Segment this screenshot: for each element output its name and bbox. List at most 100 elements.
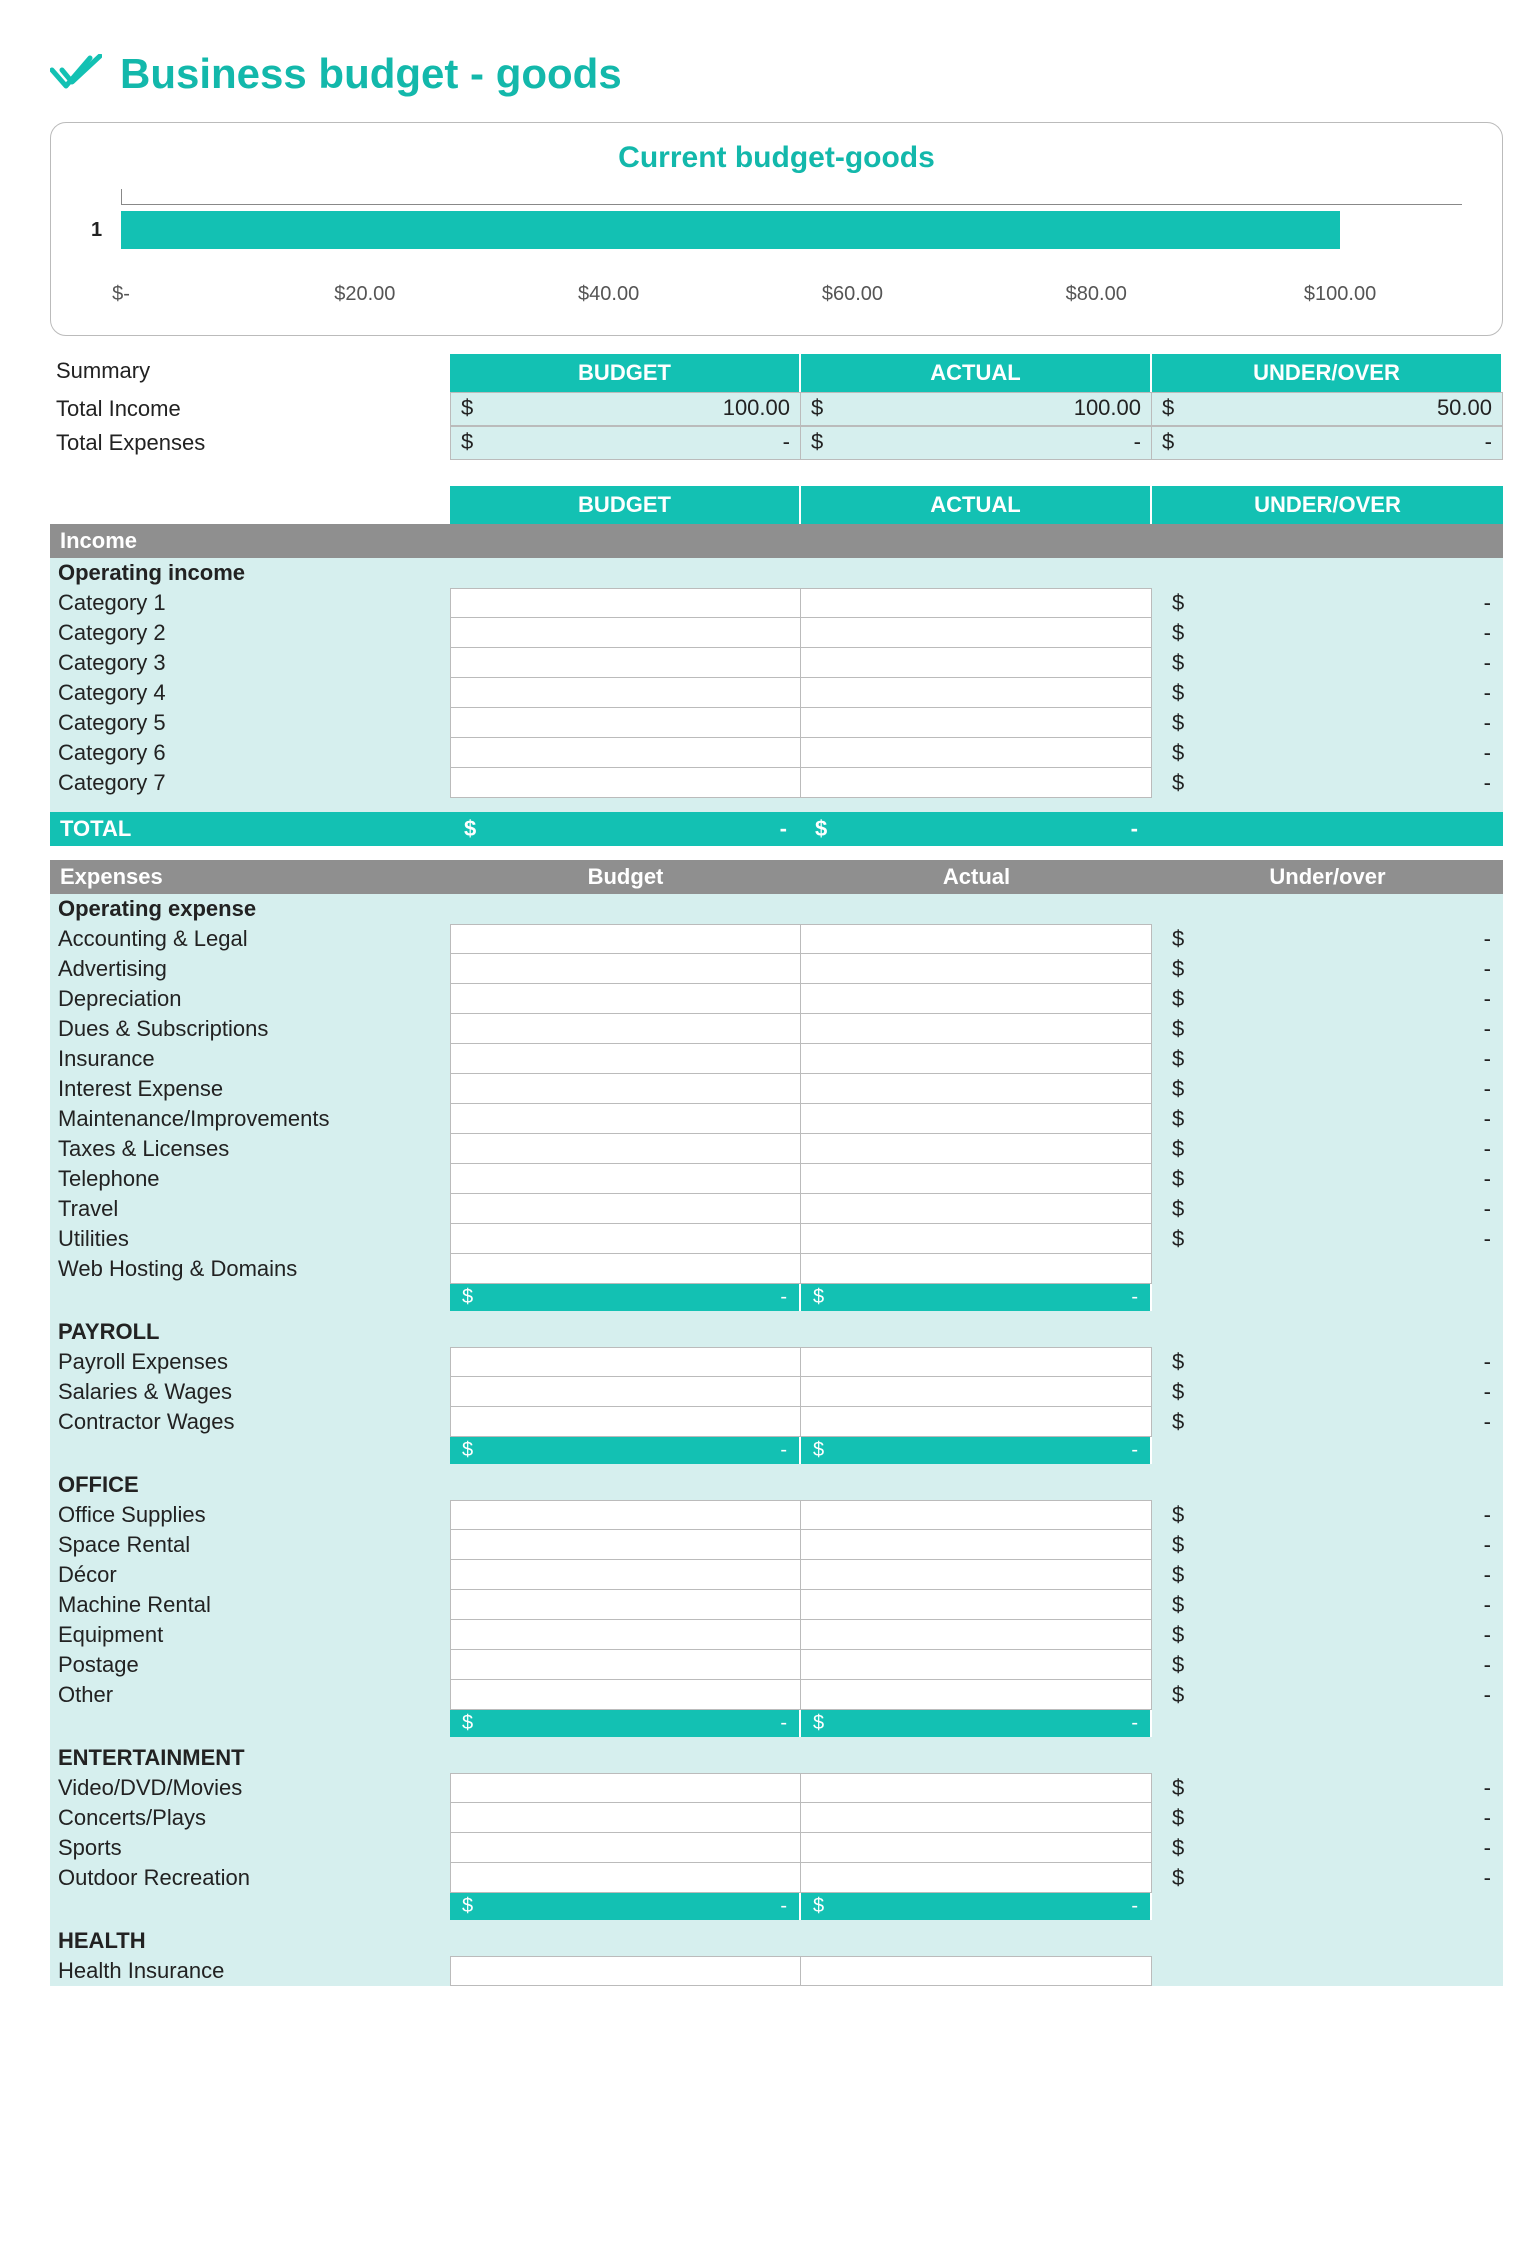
expense-actual-cell[interactable] [801, 1104, 1152, 1134]
expense-row-label: Postage [50, 1650, 450, 1680]
income-actual-cell[interactable] [801, 588, 1152, 618]
income-header-uo: UNDER/OVER [1152, 486, 1503, 524]
expense-budget-cell[interactable] [450, 1407, 801, 1437]
expense-actual-cell[interactable] [801, 1590, 1152, 1620]
expense-budget-cell[interactable] [450, 1773, 801, 1803]
expense-budget-cell[interactable] [450, 1650, 801, 1680]
income-budget-cell[interactable] [450, 648, 801, 678]
expense-budget-cell[interactable] [450, 1560, 801, 1590]
chart-x-tick: $40.00 [578, 283, 639, 306]
expense-actual-cell[interactable] [801, 1833, 1152, 1863]
expense-actual-cell[interactable] [801, 1773, 1152, 1803]
summary-cell[interactable]: $- [801, 426, 1152, 460]
income-actual-cell[interactable] [801, 648, 1152, 678]
income-actual-cell[interactable] [801, 618, 1152, 648]
chart-body: 1 $-$20.00$40.00$60.00$80.00$100.00 [121, 189, 1462, 309]
expense-actual-cell[interactable] [801, 1014, 1152, 1044]
income-budget-cell[interactable] [450, 768, 801, 798]
income-actual-cell[interactable] [801, 738, 1152, 768]
expense-budget-cell[interactable] [450, 1134, 801, 1164]
expense-budget-cell[interactable] [450, 1500, 801, 1530]
income-row: Category 4$- [50, 678, 1503, 708]
income-actual-cell[interactable] [801, 768, 1152, 798]
income-budget-cell[interactable] [450, 588, 801, 618]
summary-cell[interactable]: $100.00 [450, 392, 801, 426]
income-budget-cell[interactable] [450, 618, 801, 648]
expense-row-label: Depreciation [50, 984, 450, 1014]
expense-budget-cell[interactable] [450, 1620, 801, 1650]
chart-axis [121, 189, 1462, 205]
expense-budget-cell[interactable] [450, 954, 801, 984]
expense-budget-cell[interactable] [450, 984, 801, 1014]
expense-actual-cell[interactable] [801, 1254, 1152, 1284]
expense-row: Office Supplies$- [50, 1500, 1503, 1530]
income-uo-cell: $- [1152, 618, 1503, 648]
expense-budget-cell[interactable] [450, 1680, 801, 1710]
expense-actual-cell[interactable] [801, 1377, 1152, 1407]
summary-header-uo: UNDER/OVER [1152, 354, 1503, 392]
summary-cell[interactable]: $- [450, 426, 801, 460]
expense-row-label: Health Insurance [50, 1956, 450, 1986]
expense-budget-cell[interactable] [450, 1044, 801, 1074]
expense-budget-cell[interactable] [450, 1530, 801, 1560]
expense-actual-cell[interactable] [801, 1680, 1152, 1710]
expense-budget-cell[interactable] [450, 1164, 801, 1194]
income-budget-cell[interactable] [450, 678, 801, 708]
expense-actual-cell[interactable] [801, 1407, 1152, 1437]
expense-budget-cell[interactable] [450, 1254, 801, 1284]
expense-row-label: Sports [50, 1833, 450, 1863]
income-actual-cell[interactable] [801, 678, 1152, 708]
expense-actual-cell[interactable] [801, 1620, 1152, 1650]
expense-actual-cell[interactable] [801, 1224, 1152, 1254]
expense-actual-cell[interactable] [801, 1134, 1152, 1164]
expense-budget-cell[interactable] [450, 1956, 801, 1986]
expense-budget-cell[interactable] [450, 1803, 801, 1833]
expense-budget-cell[interactable] [450, 1074, 801, 1104]
expense-actual-cell[interactable] [801, 1560, 1152, 1590]
expense-actual-cell[interactable] [801, 1194, 1152, 1224]
expense-budget-cell[interactable] [450, 1014, 801, 1044]
expense-row-label: Accounting & Legal [50, 924, 450, 954]
expense-budget-cell[interactable] [450, 924, 801, 954]
expense-budget-cell[interactable] [450, 1377, 801, 1407]
expense-uo-cell: $- [1152, 1833, 1503, 1863]
expense-actual-cell[interactable] [801, 924, 1152, 954]
expense-actual-cell[interactable] [801, 1164, 1152, 1194]
expense-subtotal-budget: $- [450, 1437, 801, 1464]
summary-cell[interactable]: $100.00 [801, 392, 1152, 426]
expense-actual-cell[interactable] [801, 984, 1152, 1014]
expense-actual-cell[interactable] [801, 1650, 1152, 1680]
chart-bar [121, 211, 1340, 249]
expense-row: Décor$- [50, 1560, 1503, 1590]
income-actual-cell[interactable] [801, 708, 1152, 738]
expense-uo-cell: $- [1152, 984, 1503, 1014]
expense-row: Equipment$- [50, 1620, 1503, 1650]
income-total-row: TOTAL $- $- [50, 812, 1503, 846]
expense-row: Salaries & Wages$- [50, 1377, 1503, 1407]
summary-cell[interactable]: $50.00 [1152, 392, 1503, 426]
income-budget-cell[interactable] [450, 708, 801, 738]
expense-actual-cell[interactable] [801, 1956, 1152, 1986]
expense-row: Other$- [50, 1680, 1503, 1710]
expense-actual-cell[interactable] [801, 954, 1152, 984]
expense-actual-cell[interactable] [801, 1347, 1152, 1377]
expense-actual-cell[interactable] [801, 1044, 1152, 1074]
expense-budget-cell[interactable] [450, 1194, 801, 1224]
expense-budget-cell[interactable] [450, 1590, 801, 1620]
expense-actual-cell[interactable] [801, 1500, 1152, 1530]
income-row-label: Category 1 [50, 588, 450, 618]
expense-budget-cell[interactable] [450, 1863, 801, 1893]
expense-budget-cell[interactable] [450, 1347, 801, 1377]
expense-actual-cell[interactable] [801, 1863, 1152, 1893]
expense-budget-cell[interactable] [450, 1833, 801, 1863]
expense-subtotal-budget: $- [450, 1284, 801, 1311]
expense-budget-cell[interactable] [450, 1104, 801, 1134]
expense-budget-cell[interactable] [450, 1224, 801, 1254]
expense-actual-cell[interactable] [801, 1530, 1152, 1560]
expense-actual-cell[interactable] [801, 1803, 1152, 1833]
income-budget-cell[interactable] [450, 738, 801, 768]
expense-actual-cell[interactable] [801, 1074, 1152, 1104]
expense-row-label: Office Supplies [50, 1500, 450, 1530]
summary-cell[interactable]: $- [1152, 426, 1503, 460]
expense-row-label: Equipment [50, 1620, 450, 1650]
